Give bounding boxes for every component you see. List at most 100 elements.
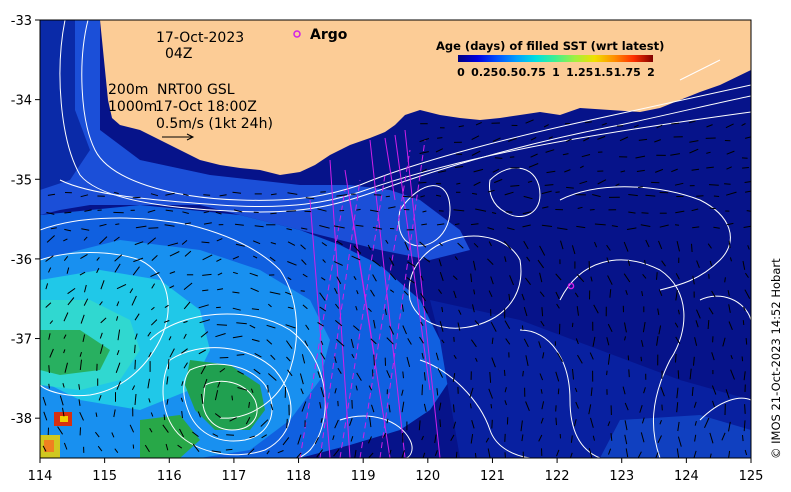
current-vector (588, 404, 592, 415)
current-vector (270, 403, 274, 411)
current-vector (706, 166, 714, 169)
current-vector (215, 211, 222, 215)
current-vector (645, 239, 650, 248)
current-vector (150, 272, 160, 278)
current-vector (641, 291, 644, 297)
current-vector (458, 309, 462, 315)
current-vector (267, 373, 277, 381)
current-vector (260, 419, 269, 427)
current-vector (134, 333, 138, 340)
current-vector (641, 212, 649, 214)
current-vector (270, 193, 277, 196)
current-vector (216, 324, 228, 326)
current-vector (525, 119, 534, 124)
current-vector (165, 209, 174, 212)
current-vector (594, 241, 598, 248)
current-vector (592, 194, 601, 198)
current-vector (491, 419, 493, 429)
current-vector (64, 362, 68, 373)
current-vector (251, 308, 260, 311)
current-vector (743, 306, 746, 312)
x-tick-label: 122 (545, 469, 570, 484)
current-vector (696, 195, 704, 197)
current-vector (169, 348, 175, 358)
current-vector (706, 124, 713, 128)
current-vector (548, 136, 553, 139)
current-vector (589, 352, 594, 360)
current-vector (619, 136, 629, 142)
current-vector (134, 241, 144, 246)
current-vector (570, 435, 573, 443)
current-vector (487, 258, 494, 265)
current-vector (659, 224, 669, 228)
current-vector (370, 289, 375, 297)
current-vector (401, 401, 405, 413)
current-vector (249, 324, 256, 329)
current-vector (113, 236, 120, 242)
current-vector (180, 397, 184, 402)
current-vector (131, 385, 136, 391)
current-vector (661, 260, 666, 267)
current-vector (388, 404, 391, 413)
current-vector (286, 228, 293, 231)
current-vector (115, 223, 120, 225)
current-vector (504, 387, 507, 393)
current-vector (579, 180, 588, 185)
current-vector (231, 395, 233, 401)
current-vector (436, 194, 442, 197)
current-vector (707, 243, 712, 249)
current-vector (367, 452, 374, 458)
current-vector (285, 324, 296, 329)
current-vector (675, 336, 681, 345)
current-vector (709, 432, 714, 444)
current-vector (638, 186, 643, 188)
colorbar-title: Age (days) of filled SST (wrt latest) (436, 39, 664, 53)
x-axis: 114 115 116 117 118 119 120 121 122 123 124 125 (28, 458, 763, 484)
current-vector (711, 385, 717, 395)
current-vector (266, 339, 273, 345)
current-vector (117, 329, 121, 341)
current-vector (420, 321, 424, 327)
current-vector (334, 320, 343, 327)
current-vector (402, 195, 414, 198)
x-tick-label: 117 (221, 469, 246, 484)
current-vector (163, 320, 170, 323)
x-tick-label: 123 (609, 469, 634, 484)
current-vector (538, 341, 542, 348)
current-vector (183, 301, 191, 310)
current-vector (407, 338, 412, 345)
current-vector (129, 424, 135, 433)
current-vector (226, 434, 235, 436)
current-vector (214, 390, 219, 401)
current-vector (627, 260, 631, 266)
current-vector (525, 355, 529, 367)
current-vector (489, 371, 492, 383)
current-vector (688, 120, 696, 124)
current-vector (421, 435, 424, 441)
current-vector (67, 287, 76, 295)
current-vector (79, 351, 82, 357)
current-vector (373, 354, 375, 366)
current-vector (235, 243, 245, 247)
current-vector (63, 349, 66, 354)
current-vector (386, 370, 391, 379)
current-vector (147, 237, 157, 245)
current-vector (197, 411, 201, 418)
current-vector (64, 228, 72, 232)
current-vector (508, 293, 511, 301)
current-vector (49, 320, 54, 325)
current-vector (232, 335, 243, 339)
contour-lines (40, 20, 751, 458)
current-vector (654, 139, 661, 143)
current-vector (150, 193, 159, 197)
current-vector (418, 181, 427, 184)
x-tick-label: 115 (92, 469, 117, 484)
current-vector (45, 302, 52, 308)
current-vector (576, 306, 579, 316)
current-vector (334, 287, 338, 295)
current-vector (709, 453, 712, 458)
current-vector (297, 434, 302, 445)
current-vector (232, 307, 241, 311)
current-vector (169, 285, 175, 289)
current-vector (287, 369, 293, 377)
